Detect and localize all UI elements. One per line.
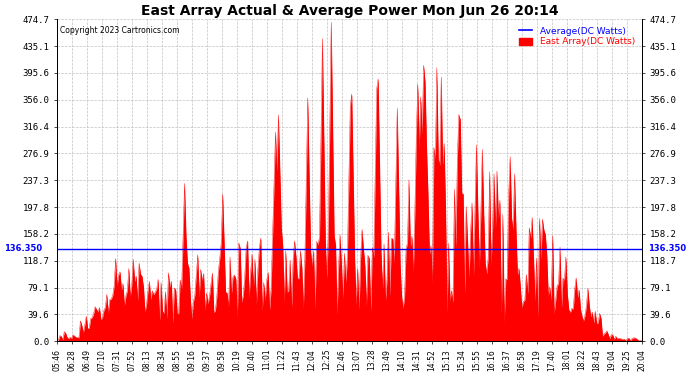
Text: Copyright 2023 Cartronics.com: Copyright 2023 Cartronics.com [60,26,179,35]
Legend: Average(DC Watts), East Array(DC Watts): Average(DC Watts), East Array(DC Watts) [516,24,638,49]
Title: East Array Actual & Average Power Mon Jun 26 20:14: East Array Actual & Average Power Mon Ju… [141,4,558,18]
Text: 136.350: 136.350 [648,244,686,253]
Text: 136.350: 136.350 [4,244,42,253]
